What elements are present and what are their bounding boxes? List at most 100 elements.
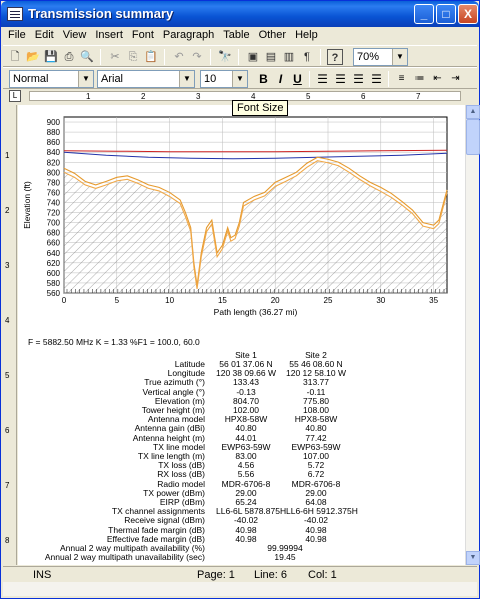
find-icon[interactable]: 🔭 <box>218 51 232 63</box>
horizontal-scrollbar[interactable] <box>3 582 477 596</box>
undo-icon[interactable]: ↶ <box>174 51 184 63</box>
page-icon[interactable]: ▥ <box>283 51 295 63</box>
zoom-select[interactable]: 70% ▼ <box>353 48 408 66</box>
page-setup-icon[interactable]: ▤ <box>265 51 277 63</box>
ruler-number: 4 <box>5 316 10 325</box>
row-label: TX channel assignments <box>111 506 205 517</box>
font-select[interactable]: Arial ▼ <box>97 70 195 88</box>
minimize-button[interactable]: _ <box>414 4 434 24</box>
scroll-up-icon[interactable]: ▲ <box>466 105 480 119</box>
y-tick-label: 900 <box>47 118 61 127</box>
table-row: Vertical angle (°) -0.13 -0.11 <box>18 386 465 397</box>
scroll-down-icon[interactable]: ▼ <box>466 551 480 565</box>
table-row: TX loss (dB) 4.56 5.72 <box>18 460 465 471</box>
site1-value: 65.24 <box>235 497 257 507</box>
align-right-icon[interactable]: ☰ <box>353 72 364 86</box>
terrain-fill <box>64 160 447 293</box>
menu-help[interactable]: Help <box>295 29 318 41</box>
row-label: TX line length (m) <box>137 451 205 461</box>
table-row: True azimuth (°) 133.43 313.77 <box>18 377 465 388</box>
bold-button[interactable]: B <box>259 72 268 86</box>
site2-value: 77.42 <box>305 432 327 443</box>
chevron-down-icon[interactable]: ▼ <box>78 71 93 87</box>
open-folder-icon[interactable]: 📂 <box>26 51 40 63</box>
status-bar: INS Page: 1 Line: 6 Col: 1 <box>3 566 477 582</box>
site2-header: Site 2 <box>305 350 327 360</box>
style-select[interactable]: Normal ▼ <box>9 70 94 88</box>
site1-value: 804.70 <box>233 395 259 406</box>
menu-paragraph[interactable]: Paragraph <box>162 29 215 41</box>
redo-icon[interactable]: ↷ <box>192 51 202 63</box>
insert-image-icon[interactable]: ▣ <box>247 51 259 63</box>
menu-table[interactable]: Table <box>223 29 250 41</box>
site2-value: 107.00 <box>303 451 329 461</box>
paragraph-mark-icon[interactable]: ¶ <box>304 51 310 63</box>
paste-icon[interactable]: 📋 <box>144 51 158 63</box>
row-label: Radio model <box>157 478 205 489</box>
style-value: Normal <box>13 73 49 85</box>
row-label: Antenna model <box>147 414 205 425</box>
site1-value: 120 38 09.66 W <box>216 368 277 379</box>
menu-font[interactable]: Font <box>131 29 154 41</box>
copy-icon[interactable]: ⎘ <box>128 51 138 63</box>
ruler-number: 8 <box>5 536 10 545</box>
close-button[interactable]: X <box>458 4 478 24</box>
maximize-button[interactable]: □ <box>436 4 456 24</box>
site1-value: 29.00 <box>235 487 257 498</box>
tab-stop-icon[interactable]: L <box>9 90 21 102</box>
table-row: Antenna model HPX8-58W HPX8-58W <box>18 414 465 425</box>
increase-indent-icon[interactable]: ⇥ <box>451 73 460 84</box>
site2-value: -40.02 <box>303 515 329 526</box>
save-icon[interactable]: 💾 <box>44 51 58 63</box>
menu-view[interactable]: View <box>62 29 87 41</box>
align-center-icon[interactable]: ☰ <box>335 72 346 86</box>
table-row: Tower height (m) 102.00 108.00 <box>18 405 465 415</box>
decrease-indent-icon[interactable]: ⇤ <box>433 73 442 84</box>
print-preview-icon[interactable]: 🔍 <box>80 51 94 63</box>
scroll-thumb[interactable] <box>466 119 480 155</box>
line-indicator: Line: 6 <box>254 569 288 581</box>
cut-icon[interactable]: ✂ <box>110 51 120 63</box>
new-file-icon[interactable]: 🗋 <box>10 51 20 63</box>
y-tick-label: 740 <box>47 198 61 207</box>
bullet-list-icon[interactable]: ≔ <box>414 73 425 84</box>
underline-button[interactable]: U <box>293 72 302 86</box>
justify-icon[interactable]: ☰ <box>371 72 382 86</box>
chevron-down-icon[interactable]: ▼ <box>232 71 247 87</box>
menu-file[interactable]: File <box>8 29 26 41</box>
shared-value: 19.45 <box>274 552 296 563</box>
title-bar[interactable]: Transmission summary _ □ X <box>1 1 479 27</box>
row-label: RX loss (dB) <box>157 469 205 480</box>
y-tick-label: 820 <box>47 158 61 167</box>
ruler-number: 3 <box>5 261 10 270</box>
row-label: Elevation (m) <box>154 395 205 406</box>
series-line-3 <box>63 160 448 290</box>
vertical-scrollbar[interactable]: ▲ ▼ <box>465 105 480 565</box>
site2-value: 40.80 <box>305 423 327 434</box>
column-indicator: Col: 1 <box>308 569 337 581</box>
menu-edit[interactable]: Edit <box>34 29 54 41</box>
row-label: EIRP (dBm) <box>159 497 205 507</box>
ruler-number: 1 <box>86 92 91 101</box>
menu-insert[interactable]: Insert <box>95 29 123 41</box>
chevron-down-icon[interactable]: ▼ <box>392 49 407 65</box>
row-label: True azimuth (°) <box>144 377 205 388</box>
numbered-list-icon[interactable]: ≡ <box>398 73 405 84</box>
document-area[interactable]: 560 580 600 620 640 660 680 700 720 740 760 780 800 8… <box>18 105 465 565</box>
help-icon[interactable]: ? <box>327 49 343 65</box>
row-label: TX loss (dB) <box>158 460 205 471</box>
print-icon[interactable]: ⎙ <box>64 51 74 63</box>
row-label: Antenna gain (dBi) <box>134 423 205 434</box>
table-row: TX line model EWP63-59W EWP63-59W <box>18 442 465 452</box>
row-label: Vertical angle (°) <box>142 386 205 397</box>
align-left-icon[interactable]: ☰ <box>317 72 328 86</box>
italic-button[interactable]: I <box>278 72 283 86</box>
y-tick-label: 860 <box>47 138 61 147</box>
menu-other[interactable]: Other <box>258 29 287 41</box>
tooltip: Font Size <box>232 100 289 116</box>
y-tick-label: 600 <box>47 269 61 278</box>
font-size-select[interactable]: 10 ▼ <box>200 70 248 88</box>
site2-value: 120 12 58.10 W <box>286 368 347 379</box>
y-tick-label: 580 <box>47 279 61 288</box>
chevron-down-icon[interactable]: ▼ <box>179 71 194 87</box>
